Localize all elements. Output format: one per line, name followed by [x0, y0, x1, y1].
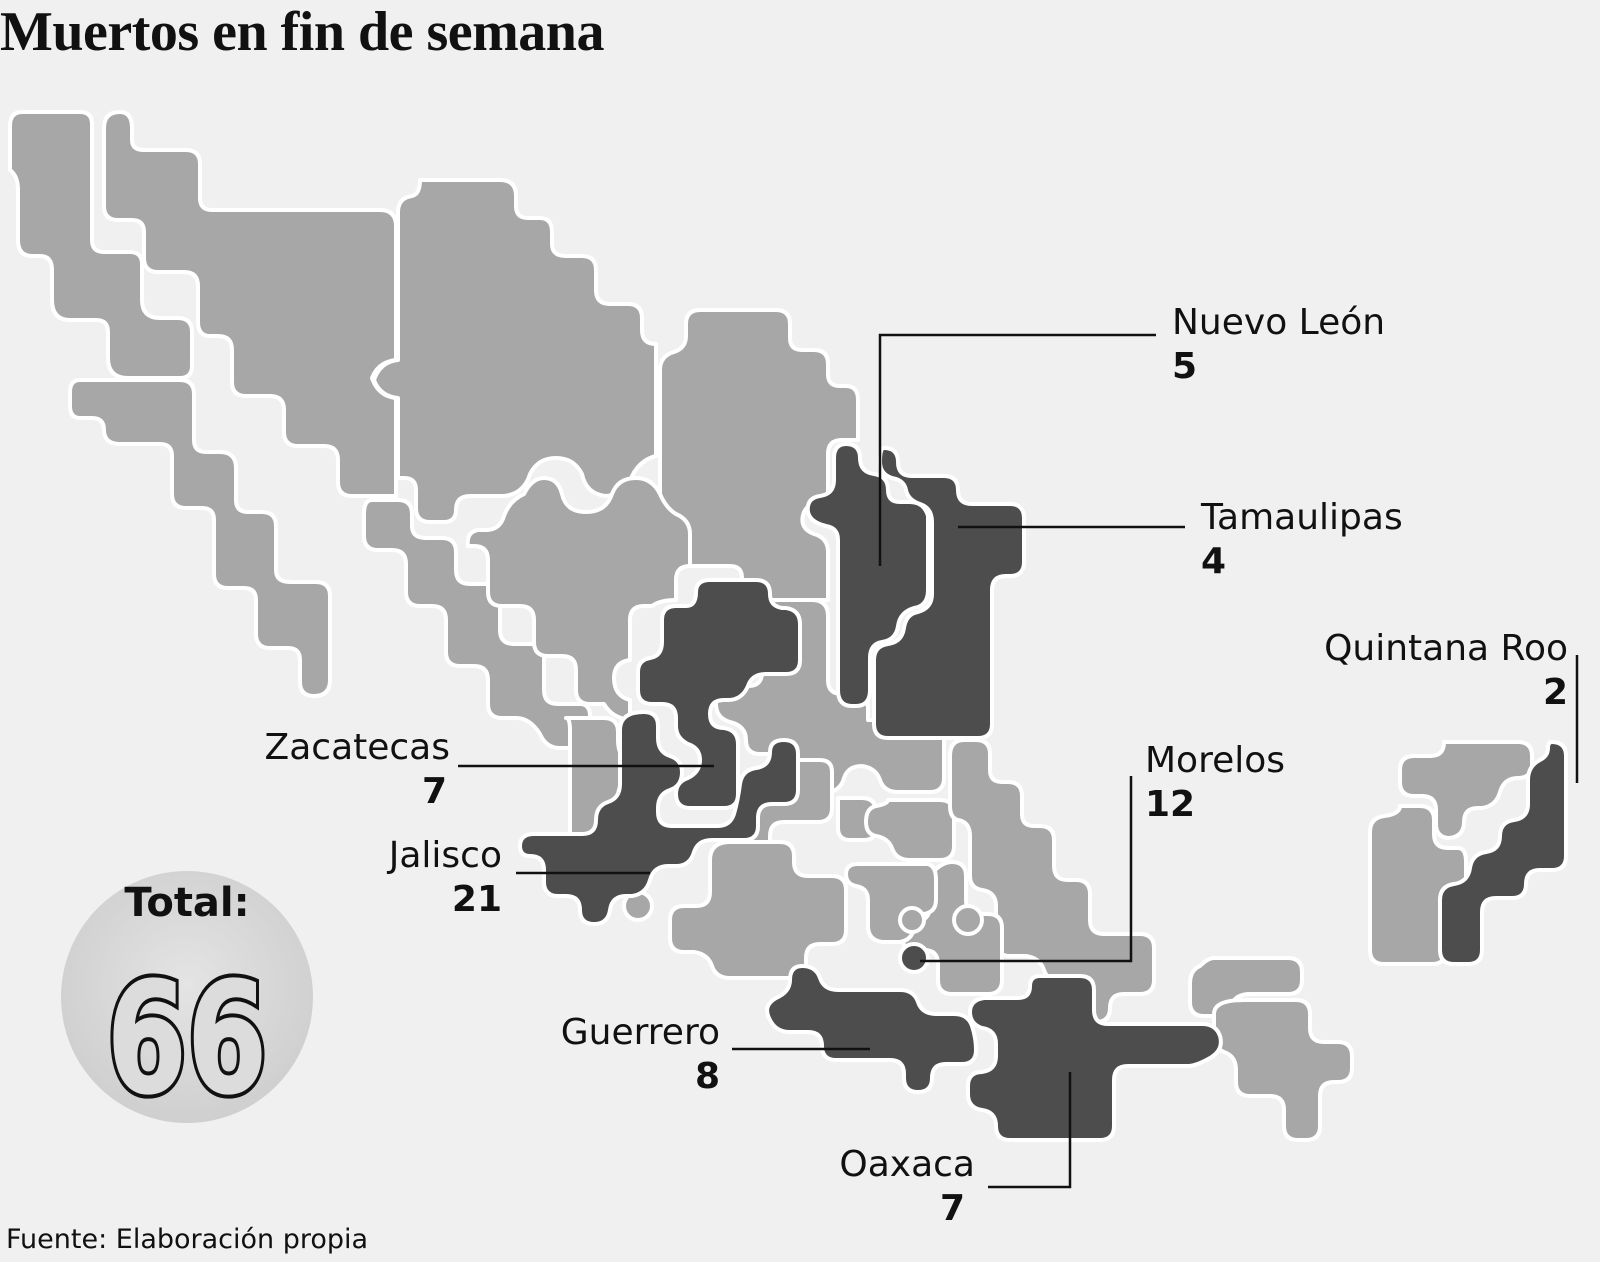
state-yucatan: [1398, 740, 1534, 840]
state-name: Quintana Roo: [1324, 628, 1568, 669]
state-value: 21: [451, 879, 502, 920]
label-zacatecas: Zacatecas 7: [265, 730, 450, 810]
state-tamaulipas: [872, 446, 1026, 740]
map-title: Muertos en fin de semana: [0, 1, 604, 63]
label-tamaulipas: Tamaulipas 4: [1201, 500, 1403, 580]
state-chihuahua: [372, 178, 658, 524]
state-baja-california-sur: [68, 378, 332, 698]
leader-nuevo-leon: [878, 333, 1156, 566]
source-note: Fuente: Elaboración propia: [6, 1224, 369, 1255]
state-value: 2: [1542, 672, 1568, 713]
state-zacatecas: [636, 578, 802, 810]
state-coahuila: [658, 308, 860, 603]
state-name: Oaxaca: [839, 1144, 975, 1185]
state-quintana-roo: [1438, 740, 1568, 966]
state-name: Tamaulipas: [1201, 497, 1403, 538]
state-tlaxcala: [952, 904, 984, 936]
state-durango: [465, 476, 692, 722]
total-value-inner: 66: [107, 951, 268, 1130]
state-value: 8: [694, 1056, 720, 1097]
state-cdmx: [898, 906, 926, 934]
state-michoacan: [668, 840, 848, 980]
state-jalisco: [518, 710, 800, 926]
total-circle: [61, 871, 313, 1123]
label-quintana-roo: Quintana Roo 2: [1324, 631, 1568, 711]
state-sonora: [102, 110, 398, 498]
leader-oaxaca: [988, 1072, 1072, 1189]
state-name: Guerrero: [560, 1012, 720, 1053]
state-name: Zacatecas: [264, 727, 450, 768]
state-hidalgo: [864, 798, 956, 862]
label-nuevo-leon: Nuevo León 5: [1172, 305, 1385, 385]
total-value: 66: [107, 951, 268, 1130]
leader-morelos: [920, 776, 1133, 963]
state-oaxaca: [966, 974, 1223, 1142]
state-name: Nuevo León: [1172, 302, 1386, 343]
label-guerrero: Guerrero 8: [561, 1015, 720, 1095]
state-baja-california: [8, 110, 194, 380]
state-nuevo-leon: [805, 442, 930, 708]
state-value: 5: [1172, 346, 1198, 387]
state-value: 4: [1201, 541, 1227, 582]
state-morelos: [898, 942, 930, 974]
state-guerrero: [765, 964, 978, 1094]
state-value: 7: [939, 1188, 965, 1229]
label-oaxaca: Oaxaca 7: [839, 1147, 975, 1227]
state-name: Morelos: [1145, 740, 1286, 781]
state-chiapas: [1212, 998, 1354, 1142]
label-morelos: Morelos 12: [1145, 743, 1285, 823]
state-value: 12: [1145, 784, 1196, 825]
state-name: Jalisco: [388, 835, 502, 876]
total-label: Total:: [124, 880, 250, 926]
label-jalisco: Jalisco 21: [389, 838, 502, 918]
state-value: 7: [421, 771, 447, 812]
